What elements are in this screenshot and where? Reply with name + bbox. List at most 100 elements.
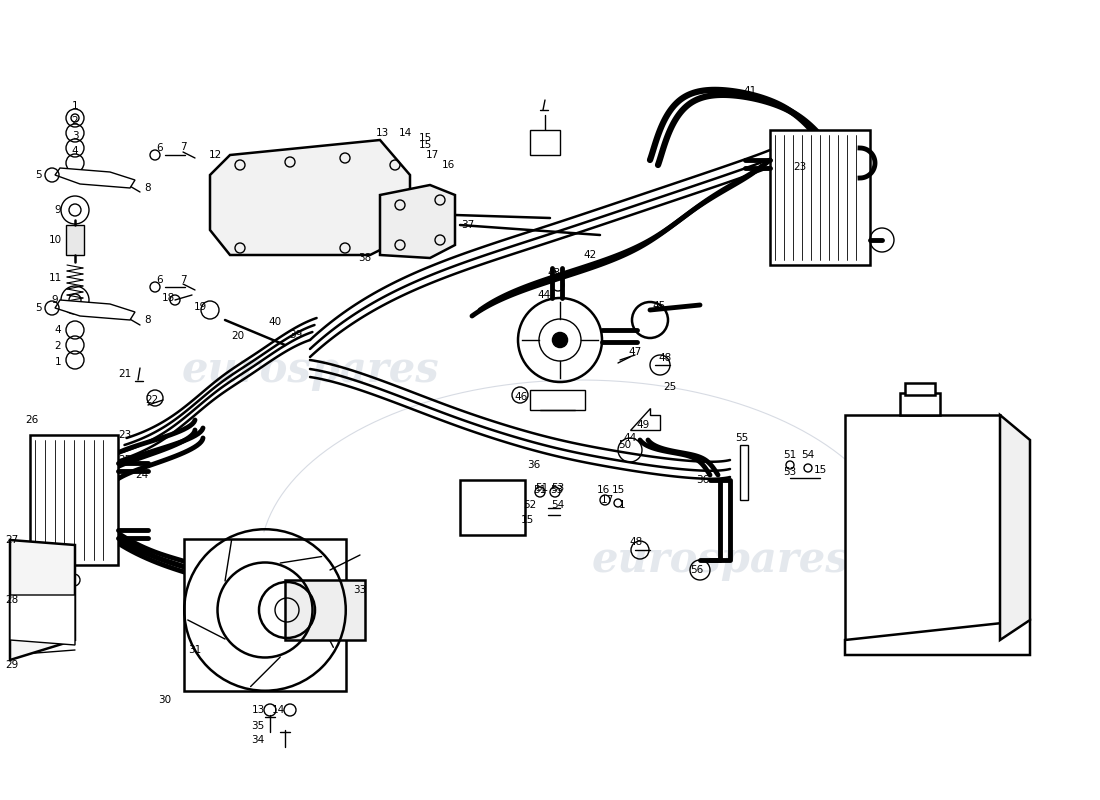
Text: 6: 6: [156, 275, 163, 285]
Text: 13: 13: [252, 705, 265, 715]
Polygon shape: [379, 185, 455, 258]
Text: 18: 18: [162, 293, 175, 303]
Text: 44: 44: [624, 433, 637, 443]
Text: 1: 1: [618, 500, 625, 510]
Text: 15: 15: [520, 515, 534, 525]
Text: 19: 19: [194, 302, 207, 312]
Text: 4: 4: [72, 146, 78, 156]
Text: 52: 52: [524, 500, 537, 510]
Bar: [460, 480, 525, 535]
Text: 51: 51: [783, 450, 796, 460]
Polygon shape: [1000, 415, 1030, 640]
Polygon shape: [210, 140, 410, 255]
Polygon shape: [55, 168, 135, 188]
Text: 14: 14: [398, 128, 411, 138]
Text: 53: 53: [551, 483, 564, 493]
Text: 5: 5: [35, 170, 42, 180]
Text: 14: 14: [272, 705, 285, 715]
Text: 3: 3: [72, 131, 78, 141]
Text: 29: 29: [6, 660, 19, 670]
Text: 15: 15: [813, 465, 826, 475]
Text: 23: 23: [119, 430, 132, 440]
Text: 4: 4: [55, 325, 62, 335]
Text: 22: 22: [145, 395, 158, 405]
Text: 2: 2: [55, 341, 62, 351]
Text: 36: 36: [527, 460, 540, 470]
Text: 45: 45: [652, 301, 666, 311]
Text: 6: 6: [156, 143, 163, 153]
Text: 42: 42: [583, 250, 596, 260]
Text: 53: 53: [550, 485, 563, 495]
Text: 50: 50: [618, 440, 631, 450]
Text: 7: 7: [179, 275, 186, 285]
Text: 23: 23: [793, 162, 806, 172]
Text: 34: 34: [252, 735, 265, 745]
Text: 43: 43: [548, 268, 561, 278]
Bar: [185, 538, 345, 690]
Text: 7: 7: [179, 142, 186, 152]
Text: 38: 38: [359, 253, 372, 263]
Bar: [285, 580, 365, 640]
Bar: [905, 383, 935, 395]
Text: 41: 41: [744, 86, 757, 96]
Text: 54: 54: [802, 450, 815, 460]
Text: 16: 16: [441, 160, 454, 170]
Polygon shape: [55, 300, 135, 320]
Bar: [845, 415, 1000, 640]
Text: 1: 1: [72, 101, 78, 111]
Text: 55: 55: [736, 433, 749, 443]
Text: 17: 17: [601, 495, 614, 505]
Text: 5: 5: [35, 303, 42, 313]
Text: eurospares: eurospares: [591, 539, 849, 581]
Bar: [770, 130, 870, 265]
Text: 47: 47: [628, 347, 641, 357]
Text: 51: 51: [534, 485, 547, 495]
Text: 51: 51: [536, 483, 549, 493]
Text: 53: 53: [783, 467, 796, 477]
Text: 40: 40: [268, 317, 282, 327]
Text: 30: 30: [158, 695, 172, 705]
Text: 54: 54: [551, 500, 564, 510]
Text: 24: 24: [135, 470, 149, 480]
Text: 9: 9: [55, 205, 62, 215]
Text: 15: 15: [418, 140, 431, 150]
Bar: [900, 393, 940, 415]
Text: 33: 33: [353, 585, 366, 595]
Text: 31: 31: [188, 645, 201, 655]
Text: 12: 12: [208, 150, 221, 160]
Text: 20: 20: [231, 331, 244, 341]
Text: 15: 15: [612, 485, 625, 495]
Bar: [66, 225, 84, 255]
Text: 37: 37: [461, 220, 474, 230]
Text: 48: 48: [659, 353, 672, 363]
Text: 16: 16: [596, 485, 609, 495]
Text: 56: 56: [691, 565, 704, 575]
Text: 35: 35: [252, 721, 265, 731]
Text: 39: 39: [289, 330, 302, 340]
Text: 28: 28: [6, 595, 19, 605]
Bar: [530, 390, 585, 410]
Text: 8: 8: [145, 183, 152, 193]
Polygon shape: [10, 595, 75, 645]
Polygon shape: [845, 620, 1030, 655]
Text: 46: 46: [515, 392, 528, 402]
Text: 17: 17: [426, 150, 439, 160]
Polygon shape: [630, 408, 660, 430]
Text: 8: 8: [145, 315, 152, 325]
Text: 49: 49: [637, 420, 650, 430]
Text: 27: 27: [6, 535, 19, 545]
Polygon shape: [530, 130, 560, 155]
Text: 25: 25: [119, 455, 132, 465]
Text: 9: 9: [52, 295, 58, 305]
Bar: [740, 445, 748, 500]
Text: 10: 10: [48, 235, 62, 245]
Text: 36: 36: [696, 475, 710, 485]
Text: 2: 2: [72, 116, 78, 126]
Text: 1: 1: [55, 357, 62, 367]
Circle shape: [552, 333, 568, 347]
Text: 21: 21: [119, 369, 132, 379]
Text: eurospares: eurospares: [182, 349, 439, 391]
Text: 48: 48: [629, 537, 642, 547]
Text: 11: 11: [48, 273, 62, 283]
Text: 15: 15: [418, 133, 431, 143]
